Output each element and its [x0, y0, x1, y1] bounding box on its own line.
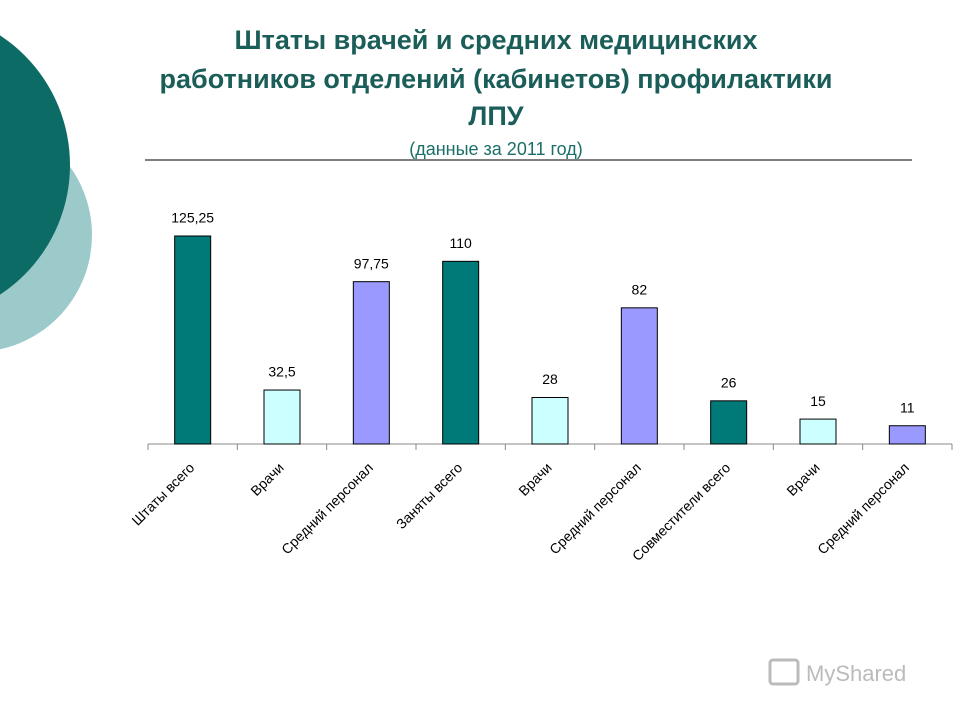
bar — [263, 389, 301, 445]
decor-circle — [0, 35, 70, 295]
chart-title: Штаты врачей и средних медицинских — [235, 25, 758, 55]
x-tick-label: Совместители всего — [629, 459, 734, 564]
data-label: 110 — [450, 235, 473, 251]
bar — [442, 260, 480, 445]
x-tick-label: Врачи — [247, 459, 286, 498]
data-label: 125,25 — [171, 210, 214, 226]
watermark-icon — [768, 658, 800, 686]
bar — [352, 281, 390, 445]
x-tick-label: Средний персонал — [546, 459, 644, 557]
data-label: 11 — [900, 399, 915, 415]
data-label: 82 — [632, 282, 648, 298]
data-label: 15 — [810, 393, 826, 409]
bar — [888, 425, 926, 445]
x-tick-label: Врачи — [515, 459, 554, 498]
data-label: 97,75 — [354, 255, 389, 271]
bar — [799, 418, 837, 445]
x-tick-label: Штаты всего — [128, 459, 197, 528]
chart-title: ЛПУ — [468, 101, 524, 131]
data-label: 32,5 — [268, 364, 295, 380]
bar — [531, 397, 569, 445]
data-label: 28 — [542, 371, 558, 387]
x-tick-label: Врачи — [783, 459, 822, 498]
x-tick-label: Заняты всего — [393, 459, 466, 532]
bar — [620, 307, 658, 445]
x-tick-label: Средний персонал — [278, 459, 376, 557]
x-tick-label: Средний персонал — [814, 459, 912, 557]
watermark: MyShared — [806, 661, 906, 686]
chart-title: работников отделений (кабинетов) профила… — [160, 64, 833, 94]
bar — [710, 400, 748, 445]
data-label: 26 — [721, 375, 737, 391]
bar — [174, 235, 212, 445]
chart-subtitle: (данные за 2011 год) — [409, 139, 583, 159]
